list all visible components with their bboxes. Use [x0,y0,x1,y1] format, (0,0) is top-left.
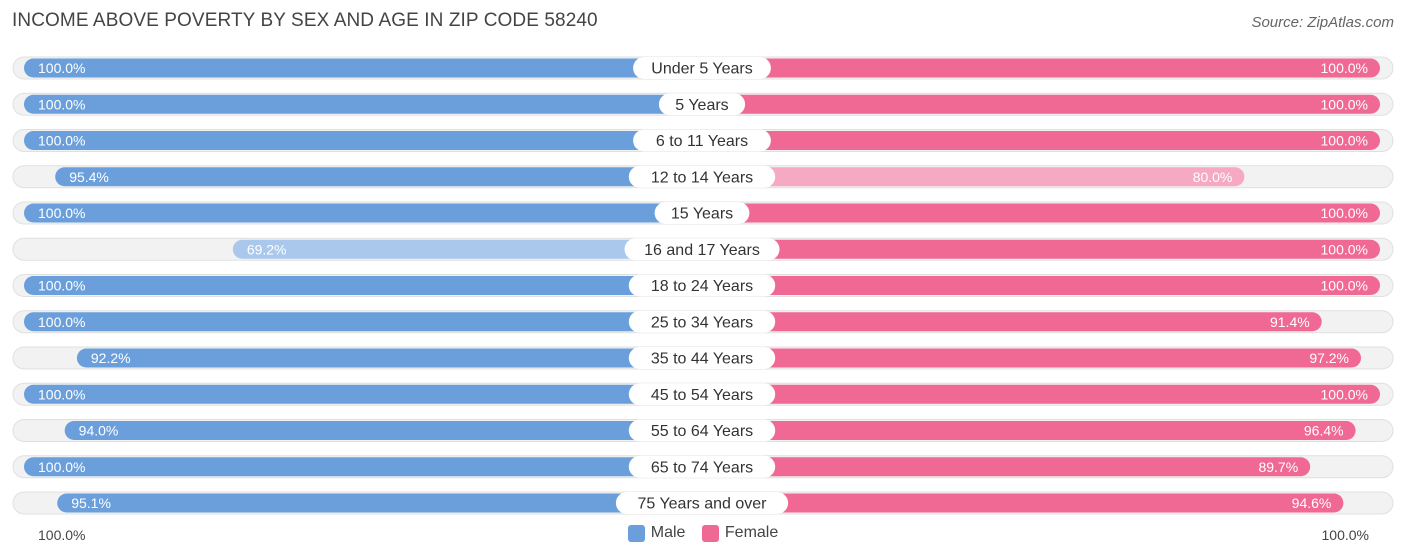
source-label: Source: ZipAtlas.com [1251,14,1394,31]
category-label: 35 to 44 Years [651,351,753,368]
category-pill [658,93,746,116]
female-bar [702,421,1356,440]
male-value-label: 100.0% [38,278,85,294]
category-pill [633,57,771,79]
female-bar [702,239,1380,259]
category-label: 5 Years [675,97,728,114]
female-bar [702,58,1380,78]
female-value-label: 89.7% [1258,459,1298,475]
category-label: 15 Years [671,206,733,223]
male-value-label: 100.0% [38,314,85,330]
category-pill [633,129,771,152]
category-pill [628,165,776,188]
female-value-label: 100.0% [1321,96,1368,112]
female-bar [702,384,1380,404]
female-value-label: 100.0% [1321,205,1368,221]
female-bar [702,131,1380,150]
male-bar [24,276,702,295]
category-pill [628,383,776,406]
male-bar [24,131,702,150]
female-value-label: 100.0% [1321,60,1368,76]
male-bar [24,457,702,477]
female-value-label: 100.0% [1321,133,1368,149]
category-pill [624,238,780,261]
category-pill [628,347,776,369]
legend-swatch-male [627,524,645,542]
male-bar [24,384,702,404]
female-value-label: 80.0% [1193,169,1233,185]
male-value-label: 100.0% [38,205,85,221]
category-pill [628,419,776,442]
legend-item-female[interactable]: Female [701,524,779,542]
female-bar [702,276,1380,295]
category-label: 6 to 11 Years [656,133,748,150]
legend: Male Female [0,524,1406,547]
female-value-label: 97.2% [1309,350,1349,366]
axis-right-label: 100.0% [1321,527,1369,543]
axis-left-label: 100.0% [38,527,86,543]
chart-title: INCOME ABOVE POVERTY BY SEX AND AGE IN Z… [12,10,598,31]
male-bar [76,348,702,368]
category-label: 45 to 54 Years [651,387,753,404]
male-bar [24,312,702,332]
male-bar [24,203,702,223]
female-bar [702,167,1245,187]
female-bar [702,348,1362,368]
category-label: 75 Years and over [638,496,768,513]
legend-label-male: Male [650,524,686,541]
female-value-label: 100.0% [1321,278,1368,294]
male-value-label: 100.0% [38,96,85,112]
male-bar [57,493,703,513]
male-bar [24,58,702,78]
legend-item-male[interactable]: Male [627,524,686,542]
female-value-label: 100.0% [1321,241,1368,257]
male-value-label: 95.4% [69,169,109,185]
category-label: 65 to 74 Years [651,459,753,476]
category-label: 18 to 24 Years [651,278,753,295]
category-pill [654,202,750,224]
female-value-label: 100.0% [1321,386,1368,402]
female-bar [702,457,1311,477]
male-value-label: 94.0% [79,423,119,439]
female-bar [702,312,1322,332]
category-pill [628,455,776,478]
female-value-label: 94.6% [1292,495,1332,511]
male-value-label: 92.2% [91,350,131,366]
legend-swatch-female [701,524,719,542]
category-label: 12 to 14 Years [651,169,753,186]
bar-chart: 100.0% 100.0% Under 5 Years 100.0% 100.0% 5 Y… [12,56,1394,515]
male-bar [24,94,702,114]
category-label: 25 to 34 Years [651,314,753,331]
category-label: 55 to 64 Years [651,423,753,440]
category-pill [628,274,776,297]
male-value-label: 100.0% [38,60,85,76]
female-bar [702,203,1380,223]
male-value-label: 100.0% [38,133,85,149]
male-bar [232,239,702,259]
category-pill [615,492,789,514]
male-value-label: 100.0% [38,386,85,402]
male-bar [64,421,703,440]
category-pill [628,310,776,333]
female-bar [702,493,1344,513]
legend-label-female: Female [724,524,779,541]
female-bar [702,94,1380,114]
female-value-label: 91.4% [1270,314,1310,330]
male-value-label: 95.1% [71,495,111,511]
male-value-label: 69.2% [247,241,287,257]
category-label: 16 and 17 Years [644,242,760,259]
male-value-label: 100.0% [38,459,85,475]
male-bar [55,167,703,187]
category-label: Under 5 Years [651,61,752,78]
female-value-label: 96.4% [1304,423,1344,439]
